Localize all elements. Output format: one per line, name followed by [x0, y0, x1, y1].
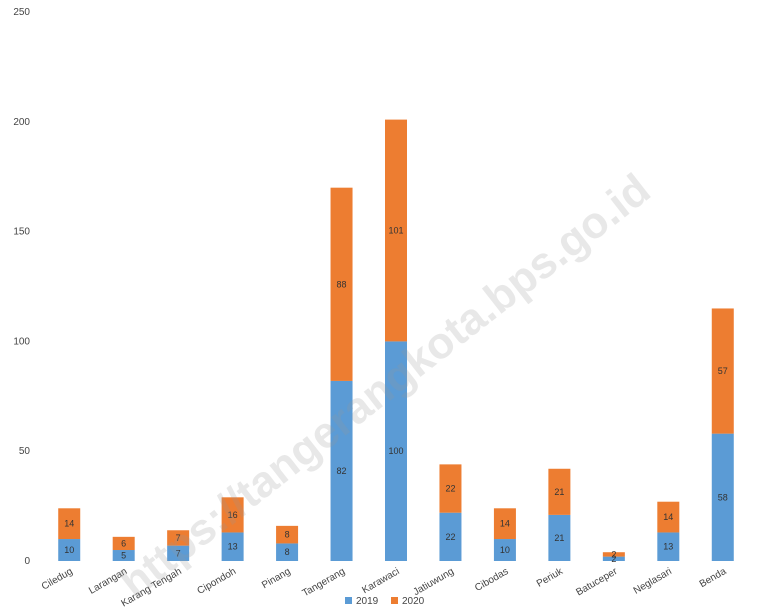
bar-2019-neglasari — [657, 532, 680, 561]
bar-2020-cipondoh — [221, 497, 244, 533]
bar-2019-batuceper — [602, 556, 625, 561]
bars — [58, 119, 734, 561]
bar-2020-pinang — [276, 525, 299, 544]
bar-2020-ciledug — [58, 508, 81, 540]
data-label: 7 — [176, 548, 181, 558]
x-tick-label: Neglasari — [632, 566, 674, 597]
bar-2020-jatiuwung — [439, 464, 462, 513]
y-tick-label: 50 — [19, 446, 31, 457]
x-tick-label: Karawaci — [360, 566, 401, 596]
x-tick-label: Periuk — [535, 566, 566, 590]
data-label: 13 — [228, 542, 238, 552]
bar-2020-karawaci — [385, 119, 407, 342]
data-label: 21 — [554, 487, 564, 497]
bar-2020-neglasari — [657, 501, 680, 533]
x-tick-label: Tangerang — [301, 566, 347, 599]
bar-2020-periuk — [548, 468, 571, 515]
data-label: 10 — [64, 545, 74, 555]
legend-swatch — [391, 597, 398, 604]
y-tick-label: 250 — [13, 7, 30, 18]
bar-2020-karang-tengah — [167, 530, 190, 546]
bar-2019-cipondoh — [221, 532, 244, 561]
data-label: 6 — [121, 538, 126, 548]
x-tick-label: Benda — [698, 566, 729, 590]
y-tick-label: 200 — [13, 117, 30, 128]
x-tick-label: Pinang — [260, 566, 292, 591]
data-label: 14 — [663, 512, 673, 522]
y-tick-label: 0 — [24, 556, 30, 567]
legend-label: 2019 — [356, 596, 379, 607]
x-tick-label: Batuceper — [574, 566, 620, 599]
data-label: 8 — [285, 530, 290, 540]
y-axis: 0 50 100 150 200 250 — [13, 7, 30, 567]
data-label: 22 — [445, 484, 455, 494]
bar-2020-cibodas — [493, 508, 516, 540]
data-label: 57 — [718, 366, 728, 376]
bar-2020-tangerang — [330, 187, 353, 381]
data-label: 2 — [611, 549, 616, 559]
data-label: 5 — [121, 551, 126, 561]
bar-2019-periuk — [548, 514, 571, 561]
data-label: 16 — [228, 510, 238, 520]
data-label: 82 — [337, 466, 347, 476]
x-tick-label: Jatiuwung — [411, 566, 455, 598]
legend-label: 2020 — [402, 596, 425, 607]
data-label: 21 — [554, 533, 564, 543]
bar-2019-larangan — [112, 550, 135, 561]
data-label: 100 — [388, 446, 403, 456]
bar-2020-benda — [711, 308, 734, 434]
data-label: 7 — [176, 533, 181, 543]
data-label: 88 — [337, 279, 347, 289]
bar-2019-karang-tengah — [167, 545, 190, 561]
data-label: 14 — [64, 519, 74, 529]
bar-2019-jatiuwung — [439, 512, 462, 561]
data-label: 14 — [500, 519, 510, 529]
x-tick-label: Cipondoh — [196, 566, 239, 597]
bar-2020-larangan — [112, 536, 135, 551]
y-tick-label: 150 — [13, 227, 30, 238]
data-label: 13 — [663, 542, 673, 552]
x-tick-label: Cibodas — [473, 566, 510, 594]
data-labels: 1014567713168882881001012222101421212213… — [64, 226, 728, 564]
data-label: 10 — [500, 545, 510, 555]
bar-2019-cibodas — [493, 539, 516, 561]
bar-2019-tangerang — [330, 380, 353, 561]
y-tick-label: 100 — [13, 336, 30, 347]
data-label: 22 — [445, 532, 455, 542]
x-tick-label: Ciledug — [40, 566, 75, 592]
bar-2019-ciledug — [58, 539, 81, 561]
data-label: 8 — [285, 547, 290, 557]
bar-2019-benda — [711, 433, 734, 561]
data-label: 2 — [611, 554, 616, 564]
data-label: 101 — [388, 226, 403, 236]
data-label: 58 — [718, 492, 728, 502]
bar-2019-pinang — [276, 543, 299, 561]
bar-2020-batuceper — [602, 552, 625, 557]
bar-2019-karawaci — [385, 341, 407, 561]
legend-swatch — [345, 597, 352, 604]
legend: 2019 2020 — [345, 596, 425, 607]
